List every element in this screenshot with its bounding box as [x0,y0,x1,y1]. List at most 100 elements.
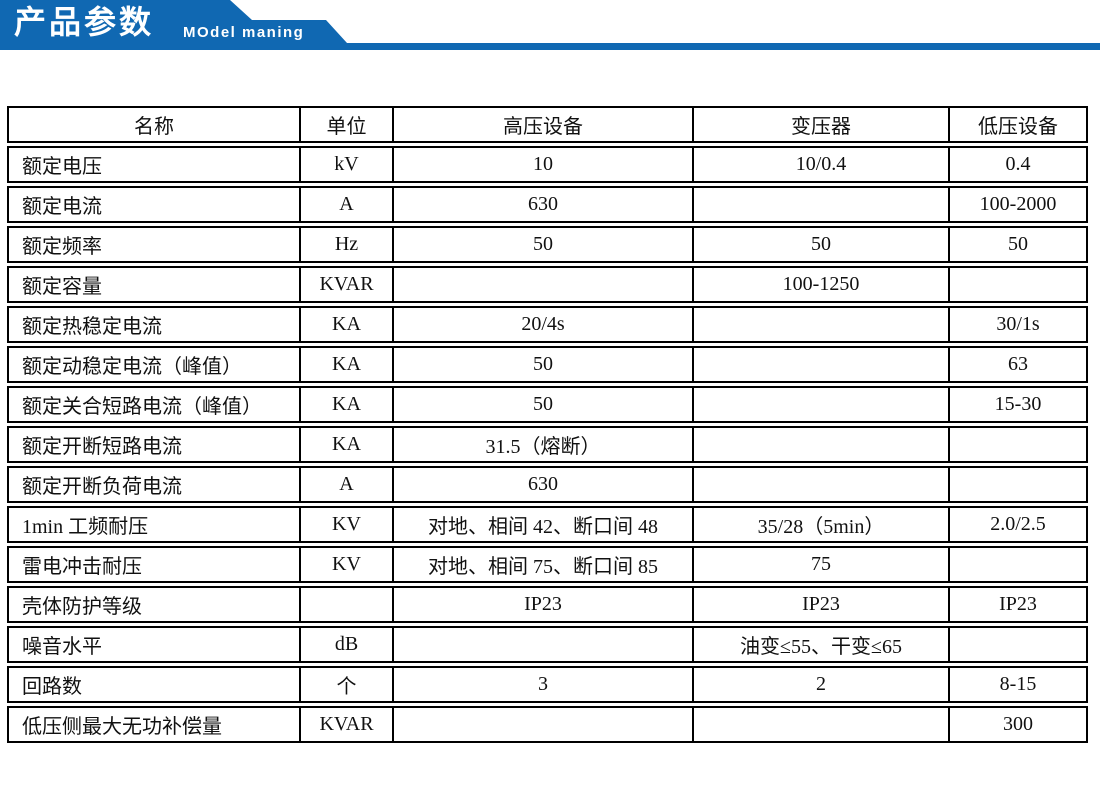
table-cell: 50 [392,346,692,383]
table-cell: 50 [392,226,692,263]
table-cell [692,346,948,383]
table-cell: 额定电压 [7,146,299,183]
table-cell: 20/4s [392,306,692,343]
table-cell: 壳体防护等级 [7,586,299,623]
table-cell: IP23 [692,586,948,623]
table-cell [692,706,948,743]
table-cell: 35/28（5min） [692,506,948,543]
table-cell: 100-2000 [948,186,1088,223]
table-cell [692,306,948,343]
table-cell: 低压侧最大无功补偿量 [7,706,299,743]
table-cell: 额定电流 [7,186,299,223]
table-cell: KA [299,386,392,423]
table-cell: 2 [692,666,948,703]
table-cell [692,386,948,423]
table-cell: 2.0/2.5 [948,506,1088,543]
table-cell: 63 [948,346,1088,383]
banner: 产品参数 MOdel maning [0,0,1100,50]
table-cell: kV [299,146,392,183]
table-cell [948,266,1088,303]
page-title: 产品参数 [14,4,155,40]
table-cell [392,266,692,303]
table-cell: 10/0.4 [692,146,948,183]
header-row: 名称 单位 高压设备 变压器 低压设备 [7,106,1088,143]
table-cell: 15-30 [948,386,1088,423]
table-cell: 对地、相间 75、断口间 85 [392,546,692,583]
table-cell: 50 [392,386,692,423]
table-cell: 雷电冲击耐压 [7,546,299,583]
header-cell-2: 高压设备 [392,106,692,143]
table-row: 低压侧最大无功补偿量 KVAR 300 [7,706,1088,743]
table-cell: 0.4 [948,146,1088,183]
table-cell: 额定开断负荷电流 [7,466,299,503]
table-cell [392,706,692,743]
table-cell: 630 [392,186,692,223]
table-cell: IP23 [948,586,1088,623]
table-cell: 100-1250 [692,266,948,303]
table-cell: dB [299,626,392,663]
table-row: 雷电冲击耐压 KV 对地、相间 75、断口间 85 75 [7,546,1088,583]
table-cell: 额定关合短路电流（峰值） [7,386,299,423]
page-subtitle: MOdel maning [183,24,305,41]
table-cell: 额定开断短路电流 [7,426,299,463]
table-row: 额定动稳定电流（峰值） KA 50 63 [7,346,1088,383]
table-cell: 个 [299,666,392,703]
table-row: 噪音水平 dB 油变≤55、干变≤65 [7,626,1088,663]
table-cell: 75 [692,546,948,583]
table-cell: A [299,186,392,223]
table-cell: 50 [692,226,948,263]
table-cell: KA [299,306,392,343]
table-cell [948,626,1088,663]
table-row: 壳体防护等级 IP23 IP23 IP23 [7,586,1088,623]
table-cell [692,426,948,463]
table-cell: KA [299,426,392,463]
table-cell: 50 [948,226,1088,263]
table-cell: 8-15 [948,666,1088,703]
header-cell-0: 名称 [7,106,299,143]
table-cell: KV [299,506,392,543]
table-cell [692,466,948,503]
table-row: 额定电压 kV 10 10/0.4 0.4 [7,146,1088,183]
spec-table: 名称 单位 高压设备 变压器 低压设备 额定电压 kV 10 10/0.4 0.4 额定电流 A 63… [7,103,1088,746]
table-cell [948,546,1088,583]
table-row: 额定容量 KVAR 100-1250 [7,266,1088,303]
banner-ribbon-shape [0,0,1100,50]
table-cell: 31.5（熔断） [392,426,692,463]
table-cell: A [299,466,392,503]
table-cell: KA [299,346,392,383]
table-cell: 30/1s [948,306,1088,343]
table-cell: 回路数 [7,666,299,703]
table-cell: IP23 [392,586,692,623]
table-cell [948,426,1088,463]
table-cell [392,626,692,663]
table-cell: 10 [392,146,692,183]
table-row: 额定关合短路电流（峰值） KA 50 15-30 [7,386,1088,423]
table-row: 额定热稳定电流 KA 20/4s 30/1s [7,306,1088,343]
table-row: 额定频率 Hz 50 50 50 [7,226,1088,263]
table-body: 额定电压 kV 10 10/0.4 0.4 额定电流 A 630 100-2000 额定频率 Hz 5… [7,146,1088,743]
table-cell [948,466,1088,503]
table-cell: 额定容量 [7,266,299,303]
table-cell [299,586,392,623]
table-cell: 油变≤55、干变≤65 [692,626,948,663]
table-cell: 1min 工频耐压 [7,506,299,543]
table-cell: 额定动稳定电流（峰值） [7,346,299,383]
table-cell: 3 [392,666,692,703]
table-row: 额定电流 A 630 100-2000 [7,186,1088,223]
table-cell: 额定频率 [7,226,299,263]
table-row: 额定开断短路电流 KA 31.5（熔断） [7,426,1088,463]
table-cell: KVAR [299,706,392,743]
table-cell: 对地、相间 42、断口间 48 [392,506,692,543]
table-cell: Hz [299,226,392,263]
table-cell: KV [299,546,392,583]
table-cell: 630 [392,466,692,503]
table-row: 1min 工频耐压 KV 对地、相间 42、断口间 48 35/28（5min） 2.0… [7,506,1088,543]
table-cell [692,186,948,223]
table-cell: 300 [948,706,1088,743]
header-cell-1: 单位 [299,106,392,143]
table-cell: 噪音水平 [7,626,299,663]
header-cell-4: 低压设备 [948,106,1088,143]
header-cell-3: 变压器 [692,106,948,143]
table-cell: 额定热稳定电流 [7,306,299,343]
